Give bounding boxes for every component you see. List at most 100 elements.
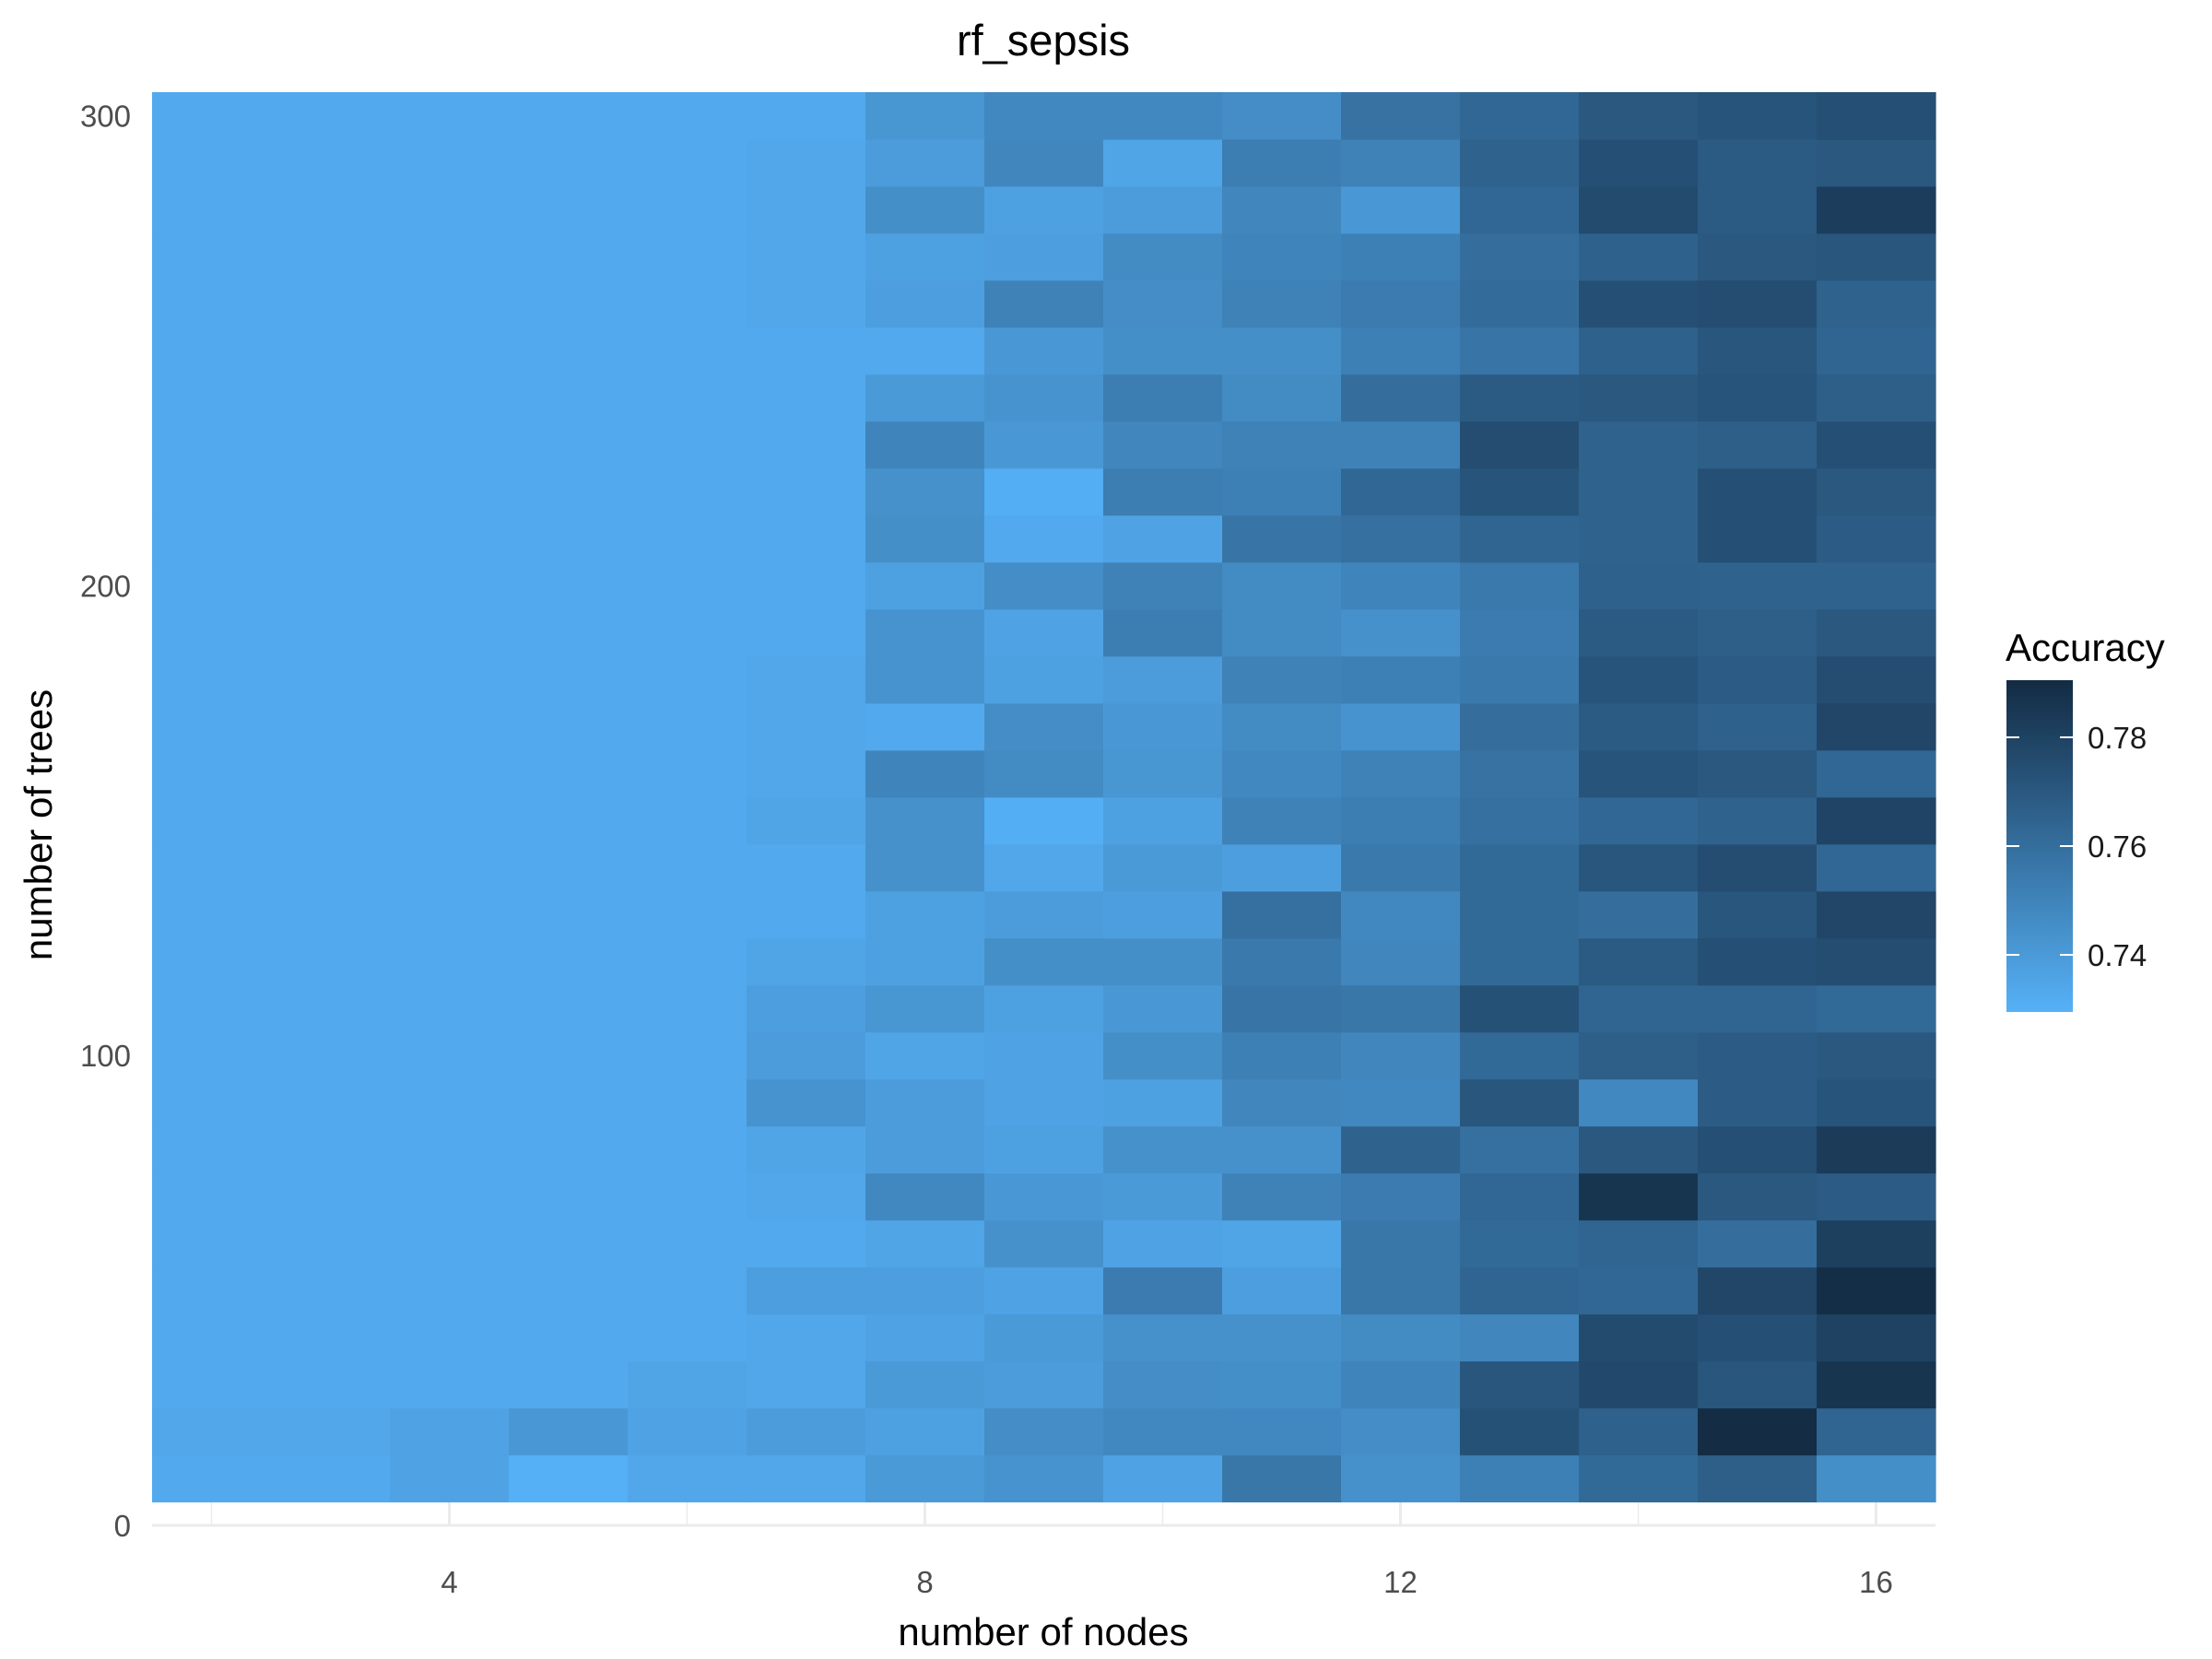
heatmap-cell	[1817, 702, 1936, 751]
heatmap-cell	[1579, 1172, 1699, 1221]
heatmap-cell	[271, 232, 391, 281]
y-tick-label: 0	[114, 1509, 131, 1543]
heatmap-cell	[1341, 1313, 1461, 1362]
heatmap-cell	[509, 1125, 629, 1174]
heatmap-cell	[747, 890, 866, 939]
heatmap-cell	[271, 984, 391, 1033]
heatmap-cell	[1341, 420, 1461, 469]
heatmap-cell	[1460, 608, 1580, 657]
heatmap-cell	[1579, 561, 1699, 610]
legend-tick-label: 0.76	[2088, 830, 2147, 864]
heatmap-cell	[1817, 749, 1936, 798]
heatmap-cell	[1103, 185, 1223, 234]
heatmap-cell	[271, 890, 391, 939]
heatmap-cell	[1698, 514, 1818, 563]
heatmap-cell	[271, 702, 391, 751]
heatmap-cell	[152, 749, 272, 798]
heatmap-cell	[1103, 843, 1223, 892]
heatmap-cell	[984, 1219, 1104, 1268]
heatmap-cell	[865, 514, 985, 563]
heatmap-cell	[1103, 279, 1223, 328]
heatmap-cell	[865, 420, 985, 469]
heatmap-cell	[509, 1172, 629, 1221]
heatmap-cell	[1460, 1172, 1580, 1221]
heatmap-cell	[984, 514, 1104, 563]
heatmap-cell	[1460, 1360, 1580, 1409]
heatmap-cell	[865, 1219, 985, 1268]
heatmap-cell	[271, 1219, 391, 1268]
heatmap-cell	[1698, 796, 1818, 845]
heatmap-cell	[1698, 326, 1818, 375]
heatmap-cell	[865, 843, 985, 892]
heatmap-cell	[1817, 1125, 1936, 1174]
heatmap-cell	[1103, 1219, 1223, 1268]
heatmap-cell	[1698, 1172, 1818, 1221]
heatmap-cell	[509, 561, 629, 610]
heatmap-cell	[1698, 1360, 1818, 1409]
heatmap-cell	[271, 1454, 391, 1503]
heatmap-cell	[271, 796, 391, 845]
heatmap-cell	[1817, 984, 1936, 1033]
heatmap-cell	[1222, 92, 1342, 140]
heatmap-cell	[628, 937, 747, 986]
heatmap-cell	[1341, 561, 1461, 610]
heatmap-cell	[984, 890, 1104, 939]
heatmap-cell	[271, 608, 391, 657]
heatmap-cell	[865, 1266, 985, 1315]
heatmap-cell	[1817, 1031, 1936, 1080]
heatmap-cell	[1817, 373, 1936, 422]
heatmap-cell	[1222, 1407, 1342, 1456]
heatmap-cell	[390, 1172, 510, 1221]
heatmap-cell	[1579, 185, 1699, 234]
heatmap-cell	[1222, 138, 1342, 187]
heatmap-cell	[984, 326, 1104, 375]
heatmap-cell	[152, 1219, 272, 1268]
heatmap-cell	[152, 984, 272, 1033]
heatmap-cell	[865, 937, 985, 986]
heatmap-cell	[1341, 514, 1461, 563]
heatmap-cell	[1817, 185, 1936, 234]
heatmap-cell	[1698, 984, 1818, 1033]
heatmap-cell	[1460, 843, 1580, 892]
heatmap-cell	[1222, 655, 1342, 704]
heatmap-cell	[390, 843, 510, 892]
heatmap-cell	[628, 185, 747, 234]
heatmap-cell	[1460, 92, 1580, 140]
heatmap-cell	[271, 1407, 391, 1456]
heatmap-cell	[747, 1360, 866, 1409]
heatmap-cell	[509, 796, 629, 845]
heatmap-cell	[1817, 561, 1936, 610]
heatmap-cell	[865, 1313, 985, 1362]
heatmap-cell	[1222, 843, 1342, 892]
heatmap-cell	[509, 185, 629, 234]
heatmap-cell	[1341, 843, 1461, 892]
heatmap-cell	[984, 608, 1104, 657]
heatmap-cell	[747, 843, 866, 892]
heatmap-cell	[1222, 326, 1342, 375]
heatmap-cell	[390, 702, 510, 751]
heatmap-cell	[1460, 232, 1580, 281]
heatmap-cell	[1698, 1313, 1818, 1362]
heatmap-cell	[1817, 420, 1936, 469]
heatmap-cell	[390, 92, 510, 140]
heatmap-cell	[1341, 1266, 1461, 1315]
heatmap-cell	[390, 1031, 510, 1080]
heatmap-cell	[865, 796, 985, 845]
heatmap-cell	[1579, 702, 1699, 751]
heatmap-cell	[390, 138, 510, 187]
heatmap-cell	[1698, 890, 1818, 939]
heatmap-cell	[1698, 279, 1818, 328]
heatmap-cell	[747, 326, 866, 375]
heatmap-cell	[1698, 232, 1818, 281]
heatmap-cell	[865, 1360, 985, 1409]
heatmap-cell	[984, 420, 1104, 469]
heatmap-cell	[152, 279, 272, 328]
heatmap-cell	[1579, 749, 1699, 798]
heatmap-cell	[1103, 232, 1223, 281]
heatmap-cell	[271, 1031, 391, 1080]
heatmap-cell	[984, 843, 1104, 892]
heatmap-cell	[509, 467, 629, 516]
heatmap-cell	[509, 420, 629, 469]
heatmap-cell	[152, 420, 272, 469]
heatmap-cell	[628, 279, 747, 328]
